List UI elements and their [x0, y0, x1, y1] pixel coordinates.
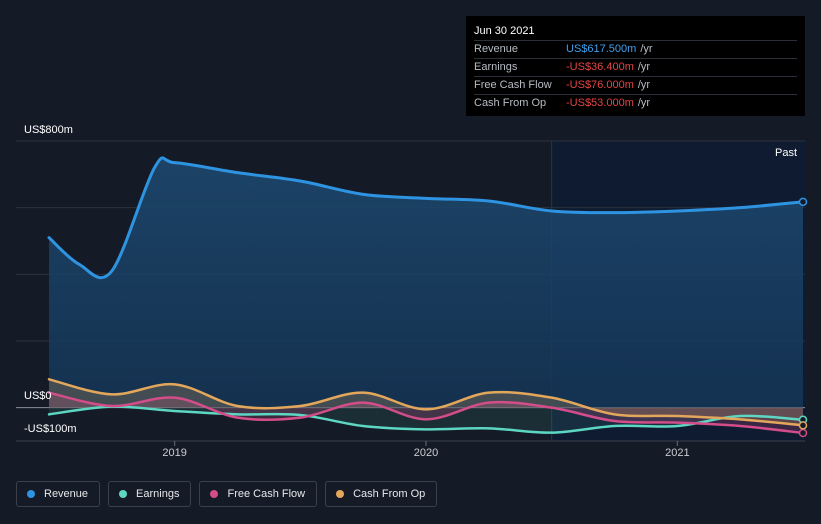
- free-cash-flow-area: [49, 392, 803, 433]
- past-label: Past: [774, 147, 797, 159]
- tooltip-value: -US$76.000m: [566, 79, 634, 91]
- legend-label: Revenue: [44, 488, 89, 500]
- tooltip-value: US$617.500m: [566, 43, 637, 55]
- legend-label: Free Cash Flow: [227, 488, 306, 500]
- revenue-area: [49, 157, 803, 408]
- legend-item-cash-from-op[interactable]: Cash From Op: [325, 481, 438, 507]
- free-cash-flow-endpoint: [798, 428, 808, 438]
- tooltip-value: -US$53.000m: [566, 97, 634, 109]
- tooltip-row-cash-from-op: Cash From Op -US$53.000m /yr: [474, 94, 797, 112]
- tooltip-label: Earnings: [474, 61, 518, 73]
- tooltip-date: Jun 30 2021: [474, 25, 535, 37]
- earnings-line: [47, 405, 805, 434]
- tooltip-row-revenue: Revenue US$617.500m /yr: [474, 40, 797, 58]
- revenue-endpoint: [798, 197, 808, 207]
- tooltip-label: Free Cash Flow: [474, 79, 552, 91]
- free-cash-flow-line: [47, 391, 805, 435]
- tooltip: Jun 30 2021 Revenue US$617.500m /yr Earn…: [466, 16, 805, 116]
- tooltip-value: -US$36.400m: [566, 61, 634, 73]
- legend-label: Cash From Op: [353, 488, 426, 500]
- revenue-line: [47, 156, 805, 280]
- legend-item-earnings[interactable]: Earnings: [108, 481, 192, 507]
- y-axis-label-bottom: -US$100m: [24, 423, 77, 435]
- tooltip-label: Revenue: [474, 43, 519, 55]
- tooltip-label: Cash From Op: [474, 97, 547, 109]
- x-tick-label: 2019: [162, 447, 187, 459]
- x-tick-label: 2021: [665, 447, 690, 459]
- tooltip-row-earnings: Earnings -US$36.400m /yr: [474, 58, 797, 76]
- free-cash-flow-dot-icon: [210, 490, 219, 498]
- tooltip-unit: /yr: [640, 43, 653, 55]
- y-axis-label-zero: US$0: [24, 390, 52, 402]
- tooltip-unit: /yr: [637, 79, 651, 91]
- y-axis-label-top: US$800m: [24, 124, 73, 136]
- revenue-dot-icon: [27, 490, 35, 498]
- cash-from-op-line: [47, 378, 805, 427]
- legend-item-revenue[interactable]: Revenue: [16, 481, 101, 507]
- tooltip-row-free-cash-flow: Free Cash Flow -US$76.000m /yr: [474, 76, 797, 94]
- legend-item-free-cash-flow[interactable]: Free Cash Flow: [199, 481, 318, 507]
- tooltip-unit: /yr: [637, 61, 651, 73]
- x-tick-label: 2020: [413, 447, 439, 459]
- cash-from-op-dot-icon: [336, 490, 345, 498]
- cash-from-op-endpoint: [798, 421, 808, 430]
- earnings-dot-icon: [119, 490, 128, 498]
- legend: Revenue Earnings Free Cash Flow Cash Fro…: [16, 481, 438, 507]
- legend-label: Earnings: [136, 488, 180, 500]
- tooltip-unit: /yr: [637, 97, 651, 109]
